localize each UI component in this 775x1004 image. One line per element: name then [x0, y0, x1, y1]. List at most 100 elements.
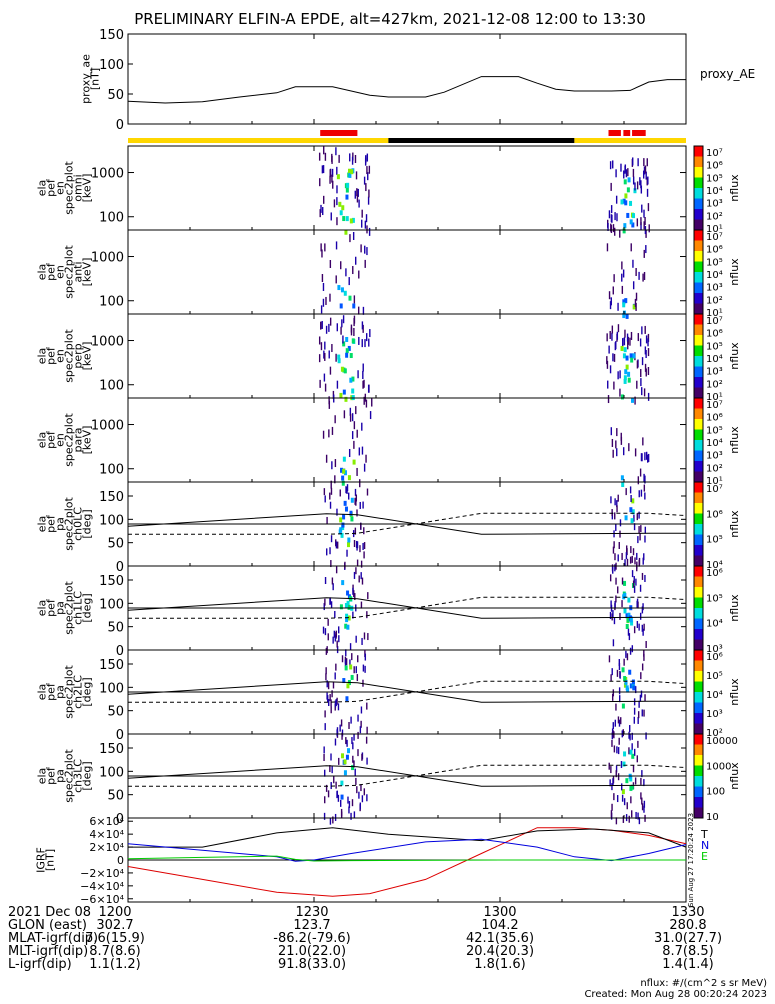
pitch-angle-ytick-label: 0 — [116, 560, 124, 575]
colorbar-tick-label: 10000 — [706, 736, 738, 747]
spectrogram-pixel — [631, 397, 635, 403]
spectrogram-pixel — [347, 168, 351, 174]
colorbar-segment — [694, 253, 703, 256]
spectrogram-pixel — [345, 187, 349, 193]
colorbar-segment — [694, 234, 703, 237]
spectrogram-pixel — [330, 212, 332, 221]
colorbar-segment — [694, 395, 703, 399]
colorbar-segment — [694, 175, 703, 178]
colorbar-segment — [694, 419, 703, 422]
colorbar-segment — [694, 435, 703, 439]
spectrogram-pixel — [643, 473, 645, 482]
pitch-angle-pixel — [625, 778, 629, 784]
colorbar-segment — [694, 748, 703, 752]
spectrogram-pixel — [323, 195, 325, 204]
spectrogram-pixel — [610, 182, 612, 191]
colorbar-segment — [694, 549, 703, 552]
pitch-angle-pixel — [640, 792, 642, 800]
spectrogram-pixel — [629, 200, 633, 206]
pitch-angle-pixel — [633, 585, 636, 593]
pitch-angle-pixel — [332, 681, 335, 689]
colorbar-segment — [694, 309, 703, 313]
igrf-t-line — [128, 827, 687, 848]
pitch-angle-pixel — [617, 716, 620, 724]
ephemeris-value: 7.6(15.9) — [85, 931, 145, 946]
pitch-angle-pixel — [609, 779, 611, 787]
spectrogram-pixel — [610, 225, 613, 234]
colorbar-segment — [694, 297, 703, 300]
pitch-angle-pixel — [635, 578, 637, 586]
colorbar-title: nflux — [728, 174, 741, 202]
colorbar-segment — [694, 366, 703, 370]
colorbar-segment — [694, 786, 703, 790]
igrf-extra-line — [127, 827, 687, 897]
spectrogram-pixel — [624, 329, 626, 338]
colorbar-segment — [694, 706, 703, 710]
pitch-angle-pixel — [631, 570, 634, 578]
pitch-angle-pixel — [642, 628, 644, 636]
pitch-angle-pixel — [360, 601, 363, 609]
spectrogram-pixel — [320, 342, 323, 351]
spectrogram-pixel — [621, 285, 624, 294]
spectrogram-pixel — [324, 341, 326, 350]
colorbar-segment — [694, 652, 703, 655]
spectrogram-ytick-label: 1000 — [91, 335, 124, 350]
pitch-angle-pixel — [331, 690, 333, 698]
pitch-angle-pixel — [336, 541, 339, 549]
pitch-angle-pixel — [621, 667, 625, 673]
colorbar-segment — [694, 227, 703, 231]
pitch-angle-pixel — [356, 674, 359, 682]
ylabel-line: en — [54, 265, 67, 279]
spectrogram-pixel — [361, 321, 364, 330]
spectrogram-pixel — [324, 152, 327, 161]
spectrogram-pixel — [632, 281, 635, 290]
pitch-angle-pixel — [357, 714, 359, 722]
colorbar-segment — [694, 750, 703, 754]
pitch-angle-pixel — [620, 717, 622, 725]
pitch-angle-pixel — [356, 509, 358, 517]
proxy-ae-ytick-label: 150 — [99, 28, 124, 43]
colorbar-segment — [694, 322, 703, 325]
colorbar-segment — [694, 316, 703, 319]
pitch-angle-pixel — [638, 623, 640, 631]
pitch-angle-pixel — [341, 655, 344, 663]
spectrogram-pixel — [622, 269, 625, 278]
pitch-angle-pixel — [352, 587, 354, 595]
spectrogram-pixel — [352, 231, 355, 240]
pitch-angle-pixel — [348, 492, 350, 500]
colorbar-segment — [694, 780, 703, 783]
spectrogram-pixel — [642, 273, 644, 282]
spectrogram-pixel — [632, 168, 635, 177]
spectrogram-pixel — [350, 324, 353, 333]
spectrogram-pixel — [644, 325, 646, 334]
colorbar-segment — [694, 251, 703, 254]
colorbar-segment — [694, 746, 703, 750]
spectrogram-pixel — [639, 468, 642, 477]
ephemeris-label: 2021 Dec 08 — [8, 905, 92, 920]
spectrogram-pixel — [608, 210, 611, 219]
colorbar-tick-label: 10⁴ — [706, 354, 723, 365]
pitch-angle-pixel — [623, 798, 626, 806]
ylabel-line: IGRF — [35, 847, 48, 873]
spectrogram-ytick-label: 100 — [99, 379, 124, 394]
spectrogram-ytick-label: 100 — [99, 463, 124, 478]
spectrogram-pixel — [609, 365, 612, 374]
pitch-angle-pixel — [618, 663, 621, 671]
spectrogram-pixel — [371, 398, 373, 407]
spectrogram-pixel — [350, 169, 354, 175]
pitch-angle-pixel — [641, 803, 644, 811]
colorbar-segment — [694, 150, 703, 153]
spectrogram-panel-0 — [127, 145, 687, 231]
spectrogram-pixel — [634, 182, 636, 191]
pitch-angle-pixel — [329, 694, 331, 702]
colorbar-segment — [694, 293, 703, 296]
pitch-angle-pixel — [630, 518, 634, 524]
colorbar-segment — [694, 513, 703, 517]
pitch-angle-pixel — [617, 554, 619, 562]
spectrogram-pixel — [339, 210, 343, 216]
spectrogram-pixel — [613, 274, 615, 283]
ylabel-line: en — [54, 181, 67, 195]
proxy-ae-ytick-label: 0 — [116, 118, 124, 133]
colorbar-segment — [694, 685, 703, 689]
pitch-angle-pixel — [616, 505, 618, 513]
